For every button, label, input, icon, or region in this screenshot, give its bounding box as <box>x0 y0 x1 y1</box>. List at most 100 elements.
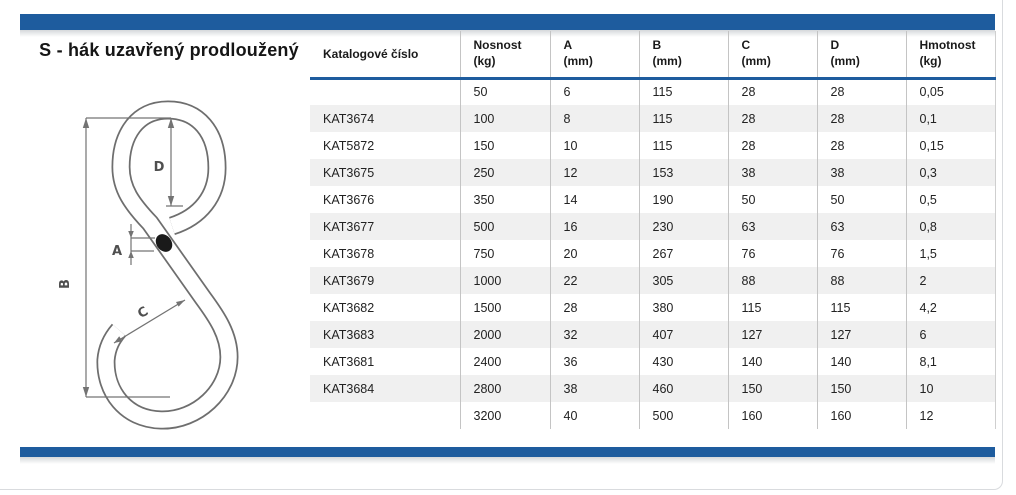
table-cell: 28 <box>727 132 817 159</box>
table-cell: 22 <box>549 267 639 294</box>
s-hook-wire <box>96 100 239 430</box>
table-cell: 160 <box>727 402 817 429</box>
column-header: C (mm) <box>727 31 817 80</box>
table-cell: 6 <box>549 78 639 105</box>
table-cell: 40 <box>549 402 639 429</box>
table-row: KAT3684 2800 38 460 150 150 10 <box>310 375 996 402</box>
table-cell: 150 <box>727 375 817 402</box>
table-cell: 190 <box>638 186 728 213</box>
wire-cross-section-dot <box>155 234 173 252</box>
table-header-row: Katalogové číslo Nosnost (kg) A (mm) B (mm) C (m… <box>310 31 996 80</box>
accent-bar-bottom-shadow <box>20 457 995 464</box>
table-cell: 2000 <box>459 321 550 348</box>
table-cell: 140 <box>727 348 817 375</box>
s-hook-diagram: B D A C <box>58 100 239 430</box>
table-row: KAT3679 1000 22 305 88 88 2 <box>310 267 996 294</box>
table-cell: 63 <box>727 213 817 240</box>
accent-bar-top <box>20 14 995 30</box>
table-cell: 115 <box>727 294 817 321</box>
content-panel-border <box>0 0 1003 490</box>
table-cell: 500 <box>459 213 550 240</box>
accent-bar-bottom <box>20 447 995 457</box>
table-cell: 4,2 <box>905 294 996 321</box>
table-cell: 28 <box>816 132 906 159</box>
table-cell: 76 <box>816 240 906 267</box>
column-header: Nosnost (kg) <box>459 31 550 80</box>
spec-table: Katalogové číslo Nosnost (kg) A (mm) B (mm) C (m… <box>310 31 996 429</box>
table-cell: 230 <box>638 213 728 240</box>
table-cell: KAT3684 <box>323 381 375 396</box>
column-header: Katalogové číslo <box>310 31 460 80</box>
table-cell: KAT3682 <box>323 300 375 315</box>
table-cell: 140 <box>816 348 906 375</box>
table-cell: 160 <box>816 402 906 429</box>
table-cell: 150 <box>816 375 906 402</box>
table-cell <box>310 402 460 429</box>
table-cell: 50 <box>459 78 550 105</box>
table-cell: 127 <box>727 321 817 348</box>
table-cell: 10 <box>549 132 639 159</box>
table-cell: 88 <box>727 267 817 294</box>
table-cell: 8,1 <box>905 348 996 375</box>
table-cell: KAT3678 <box>323 246 375 261</box>
table-cell: 50 <box>816 186 906 213</box>
table-cell: 2 <box>905 267 996 294</box>
table-cell: 12 <box>905 402 996 429</box>
table-cell: 460 <box>638 375 728 402</box>
table-body: 50 6 115 28 28 0,05 KAT3674 100 8 115 28 28 0,1 KAT58… <box>310 78 996 429</box>
table-cell: KAT3674 <box>323 111 375 126</box>
table-cell: 127 <box>816 321 906 348</box>
table-cell: 38 <box>549 375 639 402</box>
table-cell: 267 <box>638 240 728 267</box>
product-title: S - hák uzavřený prodloužený <box>39 40 299 60</box>
table-row: KAT5872 150 10 115 28 28 0,15 <box>310 132 996 159</box>
table-cell: KAT5872 <box>323 138 375 153</box>
dim-label-b: B <box>58 279 73 289</box>
column-header: D (mm) <box>816 31 906 80</box>
dim-label-d: D <box>154 160 165 175</box>
table-cell: 28 <box>816 78 906 105</box>
table-cell: 20 <box>549 240 639 267</box>
table-cell: KAT3681 <box>323 354 375 369</box>
table-cell: 10 <box>905 375 996 402</box>
table-cell: 28 <box>816 105 906 132</box>
table-cell: 1000 <box>459 267 550 294</box>
dimension-d: D <box>154 118 183 207</box>
table-cell: 115 <box>638 105 728 132</box>
table-cell: 0,05 <box>905 78 996 105</box>
table-cell: 63 <box>816 213 906 240</box>
table-cell: 0,8 <box>905 213 996 240</box>
table-row: KAT3682 1500 28 380 115 115 4,2 <box>310 294 996 321</box>
table-cell: 0,5 <box>905 186 996 213</box>
table-row: KAT3678 750 20 267 76 76 1,5 <box>310 240 996 267</box>
table-cell: 1500 <box>459 294 550 321</box>
table-cell: 16 <box>549 213 639 240</box>
table-cell: 115 <box>638 132 728 159</box>
table-cell: 153 <box>638 159 728 186</box>
table-row: KAT3675 250 12 153 38 38 0,3 <box>310 159 996 186</box>
table-cell: 350 <box>459 186 550 213</box>
table-cell: 2400 <box>459 348 550 375</box>
table-cell: 100 <box>459 105 550 132</box>
dimension-c: C <box>113 299 186 344</box>
table-row: 50 6 115 28 28 0,05 <box>310 78 996 105</box>
table-cell: KAT3675 <box>323 165 375 180</box>
table-cell: 38 <box>727 159 817 186</box>
table-cell: 750 <box>459 240 550 267</box>
table-cell: 28 <box>727 105 817 132</box>
table-cell: 38 <box>816 159 906 186</box>
table-cell: 14 <box>549 186 639 213</box>
table-cell: 150 <box>459 132 550 159</box>
table-cell: KAT3679 <box>323 273 375 288</box>
table-row: KAT3676 350 14 190 50 50 0,5 <box>310 186 996 213</box>
table-cell: 380 <box>638 294 728 321</box>
table-cell: 305 <box>638 267 728 294</box>
table-cell: KAT3683 <box>323 327 375 342</box>
table-cell: 3200 <box>459 402 550 429</box>
table-cell: 1,5 <box>905 240 996 267</box>
dimension-b: B <box>58 117 171 398</box>
table-cell: 407 <box>638 321 728 348</box>
table-row: KAT3683 2000 32 407 127 127 6 <box>310 321 996 348</box>
table-cell: 115 <box>816 294 906 321</box>
